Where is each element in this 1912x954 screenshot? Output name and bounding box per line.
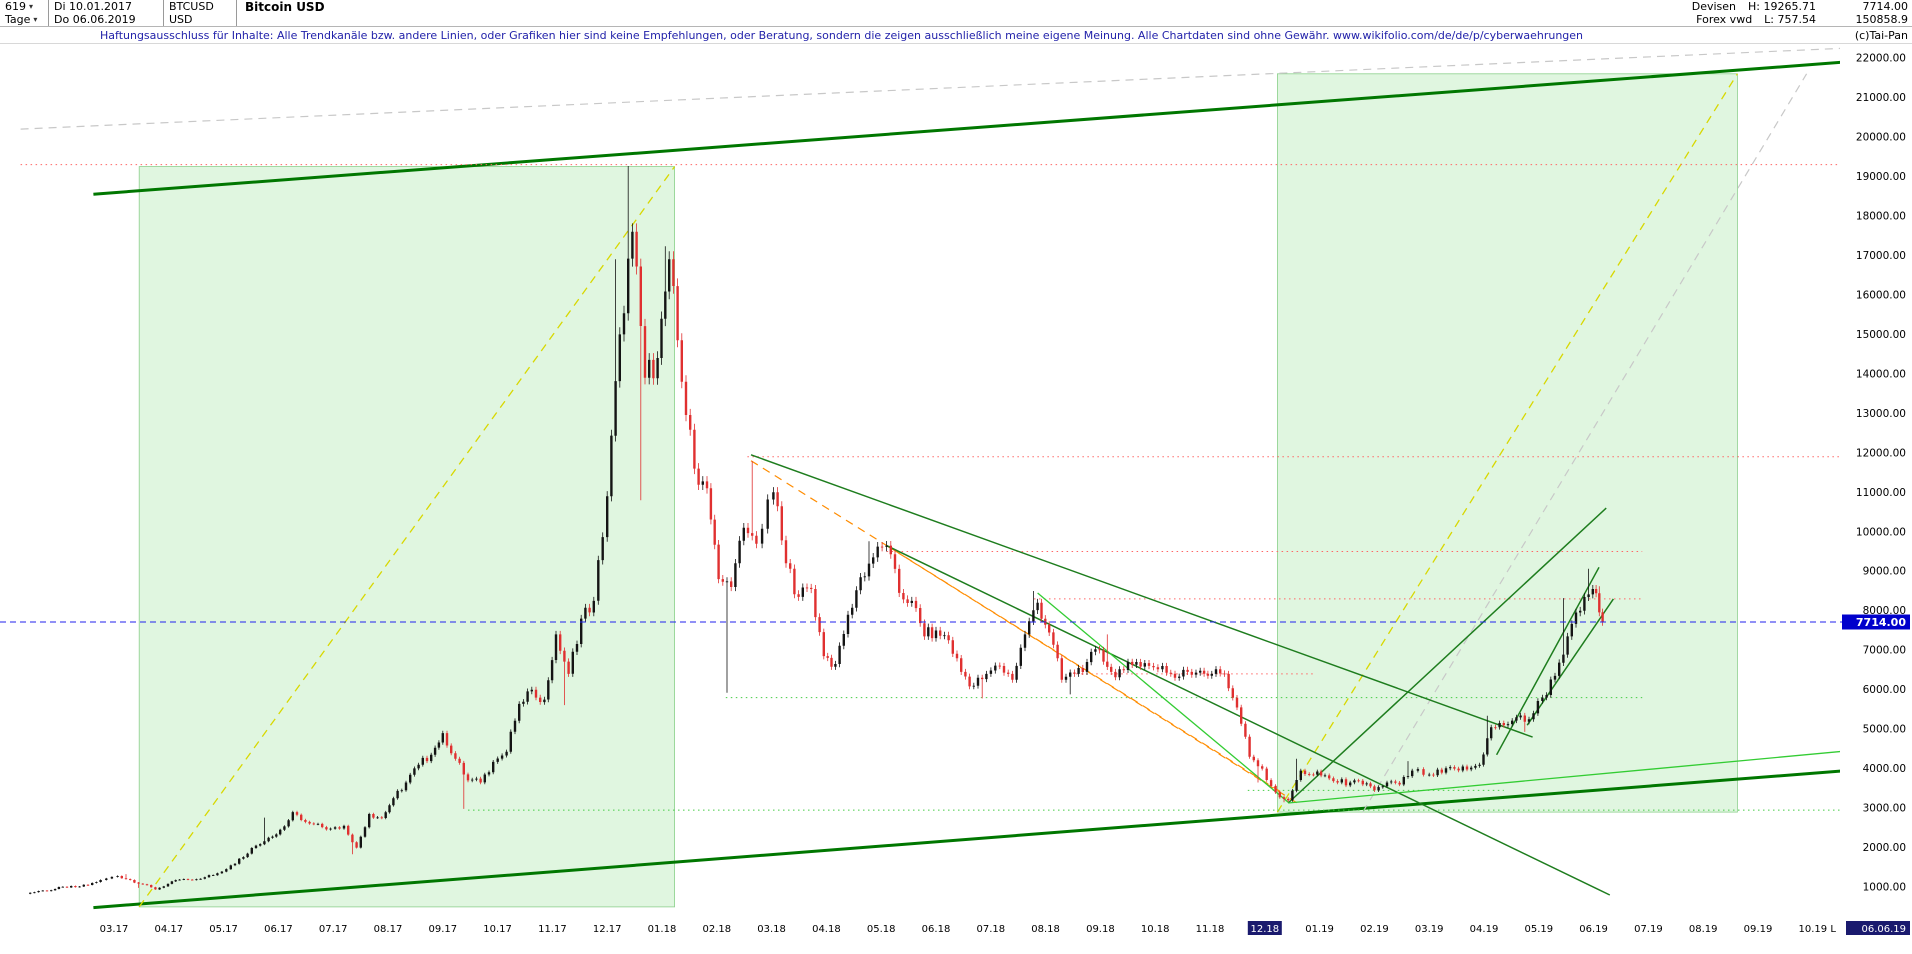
copyright-label: (c)Tai-Pan [1854,28,1908,42]
svg-text:9000.00: 9000.00 [1863,566,1906,578]
trend-lines [20,47,1840,910]
svg-text:11000.00: 11000.00 [1856,487,1906,499]
svg-text:09.19: 09.19 [1744,924,1773,935]
svg-text:14000.00: 14000.00 [1856,368,1906,380]
svg-text:01.18: 01.18 [648,924,677,935]
svg-text:04.17: 04.17 [154,924,183,935]
chart-title: Bitcoin USD [245,0,325,14]
svg-text:7000.00: 7000.00 [1863,645,1906,657]
svg-text:02.19: 02.19 [1360,924,1389,935]
source-label: Forex vwd [1696,12,1753,26]
header-row-1: 619 ▾ Di 10.01.2017 BTCUSD Bitcoin USD D… [0,0,1912,13]
svg-text:L: L [1830,924,1836,935]
svg-text:12.17: 12.17 [593,924,622,935]
svg-text:06.06.19: 06.06.19 [1861,924,1906,935]
candlestick-series [29,166,1604,895]
svg-text:07.17: 07.17 [319,924,348,935]
chevron-down-icon: ▾ [33,14,38,24]
svg-text:17000.00: 17000.00 [1856,250,1906,262]
start-date-field[interactable]: Di 10.01.2017 [49,0,164,13]
low-label: L: 757.54 [1764,12,1816,26]
svg-text:2000.00: 2000.00 [1863,842,1906,854]
svg-text:10000.00: 10000.00 [1856,526,1906,538]
svg-text:03.19: 03.19 [1415,924,1444,935]
svg-text:12.18: 12.18 [1250,924,1279,935]
chevron-down-icon: ▾ [29,1,34,11]
svg-text:21000.00: 21000.00 [1856,92,1906,104]
svg-text:10.19: 10.19 [1798,924,1827,935]
svg-text:04.19: 04.19 [1470,924,1499,935]
svg-text:03.17: 03.17 [100,924,129,935]
svg-text:07.19: 07.19 [1634,924,1663,935]
timeframe-label: Tage [5,12,31,26]
svg-text:11.18: 11.18 [1196,924,1225,935]
price-chart[interactable]: 7714.00 03.17 04.17 05.17 06.17 07.17 08.17 09… [0,44,1912,954]
svg-text:13000.00: 13000.00 [1856,408,1906,420]
high-label: H: 19265.71 [1748,0,1816,13]
price-axis[interactable]: 22000.00 21000.00 20000.00 19000.00 18000.00… [1856,53,1906,894]
svg-text:05.19: 05.19 [1524,924,1553,935]
svg-text:06.18: 06.18 [922,924,951,935]
svg-text:22000.00: 22000.00 [1856,53,1906,65]
svg-text:03.18: 03.18 [757,924,786,935]
svg-text:02.18: 02.18 [702,924,731,935]
svg-text:05.17: 05.17 [209,924,238,935]
svg-text:18000.00: 18000.00 [1856,210,1906,222]
svg-text:10.17: 10.17 [483,924,512,935]
svg-text:12000.00: 12000.00 [1856,447,1906,459]
svg-text:09.17: 09.17 [428,924,457,935]
time-axis[interactable]: 03.17 04.17 05.17 06.17 07.17 08.17 09.17 10.17… [100,921,1910,935]
market-label: Devisen [1691,0,1737,13]
svg-text:09.18: 09.18 [1086,924,1115,935]
svg-text:3000.00: 3000.00 [1863,803,1906,815]
chart-header: 619 ▾ Di 10.01.2017 BTCUSD Bitcoin USD D… [0,0,1912,27]
svg-text:7714.00: 7714.00 [1856,616,1906,629]
svg-text:01.19: 01.19 [1305,924,1334,935]
svg-text:08.17: 08.17 [374,924,403,935]
svg-text:07.18: 07.18 [976,924,1005,935]
chart-background [0,44,1912,954]
svg-text:8000.00: 8000.00 [1863,605,1906,617]
svg-text:20000.00: 20000.00 [1856,132,1906,144]
svg-text:5000.00: 5000.00 [1863,724,1906,736]
symbol-field[interactable]: BTCUSD [164,0,237,13]
svg-text:04.18: 04.18 [812,924,841,935]
svg-text:10.18: 10.18 [1141,924,1170,935]
svg-text:08.18: 08.18 [1031,924,1060,935]
disclaimer-text: Haftungsausschluss für Inhalte: Alle Tre… [100,28,1584,42]
svg-text:16000.00: 16000.00 [1856,289,1906,301]
svg-text:11.17: 11.17 [538,924,567,935]
svg-text:19000.00: 19000.00 [1856,171,1906,183]
svg-text:06.19: 06.19 [1579,924,1608,935]
volume-label: 150858.9 [1855,12,1909,26]
svg-text:06.17: 06.17 [264,924,293,935]
end-date-field[interactable]: Do 06.06.2019 [49,13,164,26]
svg-text:08.19: 08.19 [1689,924,1718,935]
last-price-line: 7714.00 [0,614,1910,630]
svg-text:6000.00: 6000.00 [1863,684,1906,696]
chart-area: 7714.00 03.17 04.17 05.17 06.17 07.17 08.17 09… [0,44,1912,954]
timeframe-dropdown[interactable]: Tage ▾ [0,13,49,26]
header-row-2: Tage ▾ Do 06.06.2019 USD Forex vwd L: 75… [0,13,1912,26]
last-price-label: 7714.00 [1862,0,1909,13]
svg-text:15000.00: 15000.00 [1856,329,1906,341]
bars-count-dropdown[interactable]: 619 ▾ [0,0,49,13]
currency-label: USD [164,13,237,26]
disclaimer-bar: Haftungsausschluss für Inhalte: Alle Tre… [0,27,1912,44]
svg-text:1000.00: 1000.00 [1863,882,1906,894]
svg-text:4000.00: 4000.00 [1863,763,1906,775]
svg-text:05.18: 05.18 [867,924,896,935]
bars-count-label: 619 [5,0,26,13]
